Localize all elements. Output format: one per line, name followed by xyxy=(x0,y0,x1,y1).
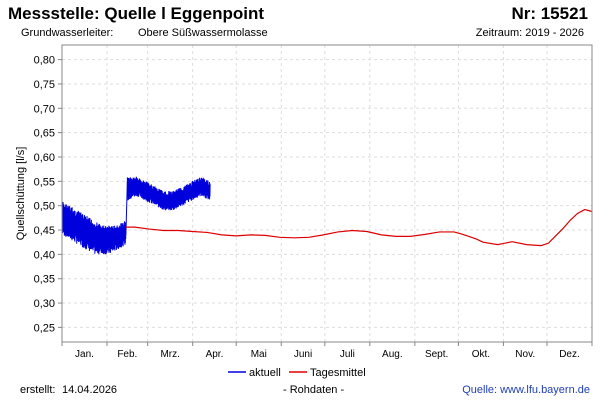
x-tick-label: Jan. xyxy=(75,349,94,360)
rawdata-label: - Rohdaten - xyxy=(283,384,345,396)
legend-label-aktuell: aktuell xyxy=(249,367,281,379)
y-tick-label: 0,30 xyxy=(34,298,55,310)
aktuell-jump xyxy=(125,181,128,235)
legend: aktuell Tagesmittel xyxy=(228,367,366,379)
period-label: Zeitraum: 2019 - 2026 xyxy=(475,27,584,39)
created-date: 14.04.2026 xyxy=(62,384,118,396)
y-tick-label: 0,80 xyxy=(34,55,55,67)
source-link[interactable]: Quelle: www.lfu.bayern.de xyxy=(462,384,590,396)
x-tick-label: Apr. xyxy=(206,349,224,360)
aktuell-line xyxy=(61,202,127,255)
x-tick-label: Aug. xyxy=(382,349,403,360)
x-tick-label: Mrz. xyxy=(160,349,179,360)
grid xyxy=(62,45,592,342)
tagesmittel-line xyxy=(125,208,593,247)
y-tick-label: 0,75 xyxy=(34,79,55,91)
y-tick-label: 0,60 xyxy=(34,152,55,164)
station-number: Nr: 15521 xyxy=(511,4,588,23)
series-tagesmittel xyxy=(125,208,593,247)
y-tick-label: 0,45 xyxy=(34,225,55,237)
y-tick-label: 0,35 xyxy=(34,274,55,286)
series-aktuell xyxy=(61,176,211,255)
y-axis: 0,25 0,30 0,35 0,40 0,45 0,50 0,55 0,60 0,65 0,70… xyxy=(34,55,62,334)
x-tick-label: Feb. xyxy=(117,349,137,360)
x-tick-label: Okt. xyxy=(472,349,490,360)
y-axis-label: Quellschüttung [l/s] xyxy=(15,147,27,241)
y-tick-label: 0,55 xyxy=(34,176,55,188)
x-tick-label: Mai xyxy=(251,349,267,360)
y-tick-label: 0,70 xyxy=(34,103,55,115)
x-tick-label: Nov. xyxy=(515,349,535,360)
y-tick-label: 0,65 xyxy=(34,128,55,140)
x-tick-label: Dez. xyxy=(559,349,580,360)
y-tick-label: 0,25 xyxy=(34,322,55,334)
created-label: erstellt: xyxy=(20,384,56,396)
y-tick-label: 0,40 xyxy=(34,249,55,261)
plot-frame xyxy=(61,44,593,343)
aktuell-line xyxy=(126,176,211,211)
x-tick-label: Sept. xyxy=(425,349,448,360)
y-tick-label: 0,50 xyxy=(34,201,55,213)
x-tick-label: Juli xyxy=(340,349,355,360)
x-axis: Jan. Feb. Mrz. Apr. Mai Juni Juli Aug. Sept. Okt.… xyxy=(61,342,593,360)
chart-title: Messstelle: Quelle l Eggenpoint xyxy=(8,4,264,23)
aquifer-value: Obere Süßwassermolasse xyxy=(138,27,268,39)
legend-label-tagesmittel: Tagesmittel xyxy=(310,367,366,379)
aquifer-label: Grundwasserleiter: xyxy=(21,27,114,39)
x-tick-label: Juni xyxy=(294,349,312,360)
